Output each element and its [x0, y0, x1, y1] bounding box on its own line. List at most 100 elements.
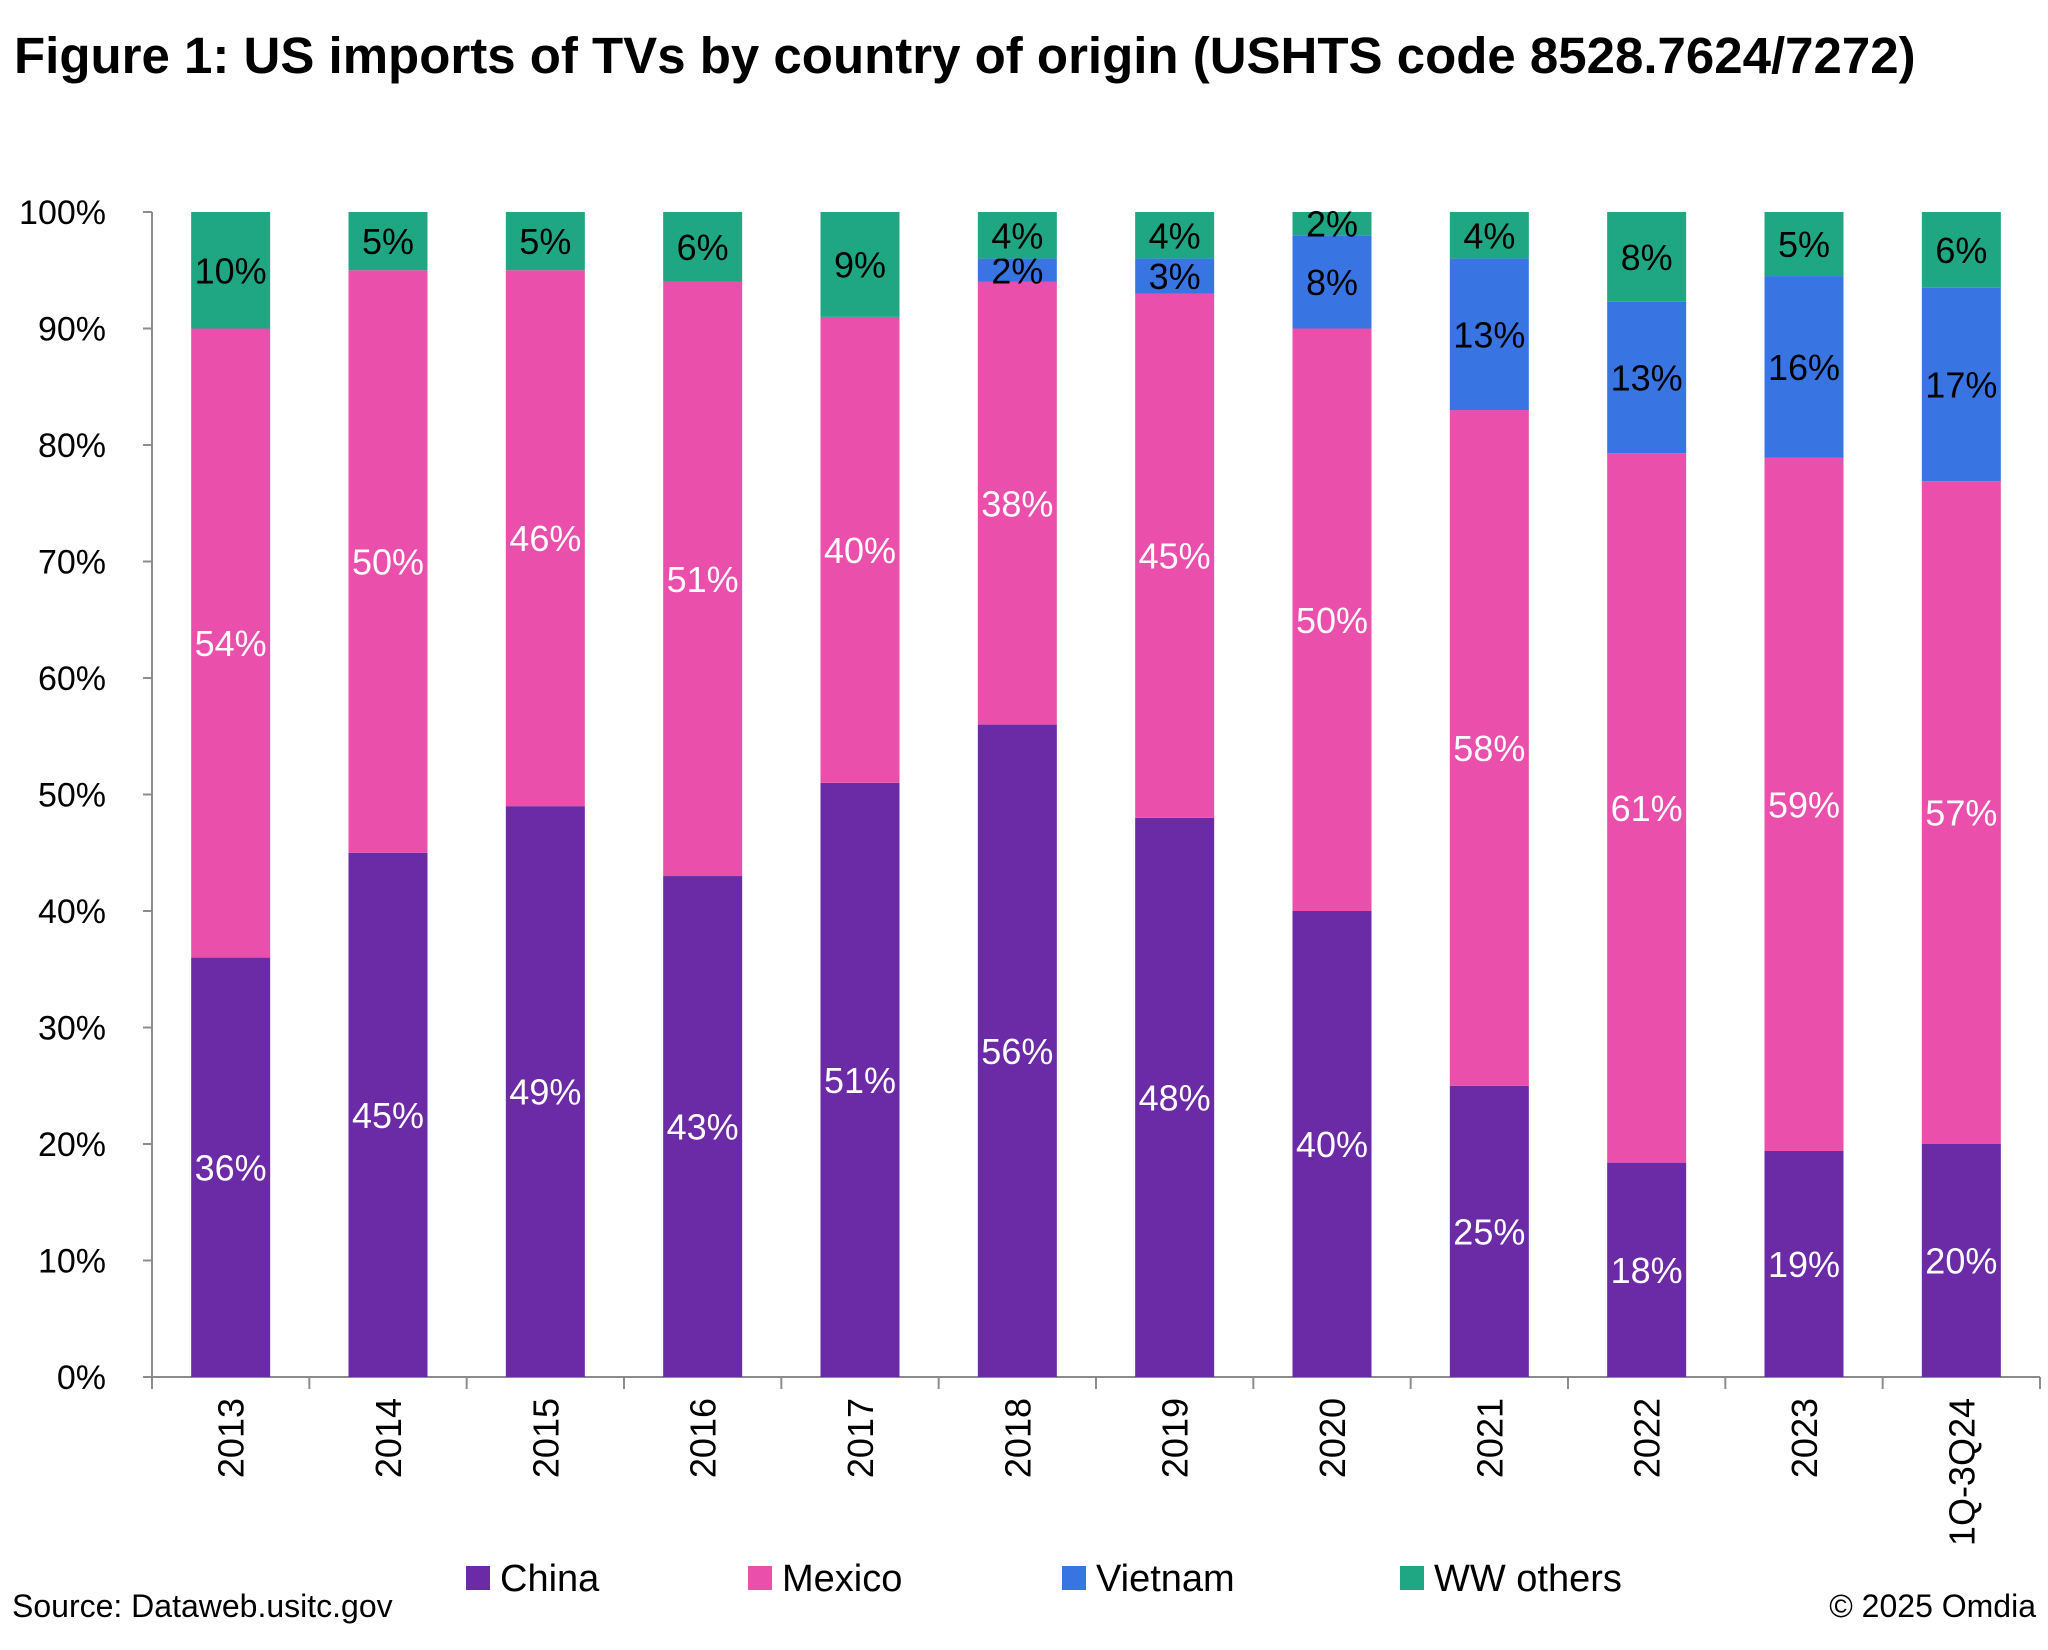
- legend-swatch-mexico: [748, 1566, 772, 1590]
- data-label-mexico-2017: 40%: [824, 530, 896, 571]
- data-label-vietnam-1q-3q24: 17%: [1925, 364, 1997, 405]
- legend-swatch-china: [466, 1566, 490, 1590]
- y-tick-label-9: 90%: [38, 311, 106, 349]
- bar-ww-others-2022: [1607, 212, 1687, 302]
- data-label-mexico-1q-3q24: 57%: [1925, 793, 1997, 834]
- legend-label-vietnam: Vietnam: [1096, 1558, 1235, 1600]
- x-tick-label-2018: 2018: [997, 1398, 1038, 1478]
- copyright-note: © 2025 Omdia: [1829, 1588, 2036, 1624]
- bar-vietnam-2018: [977, 258, 1057, 282]
- x-tick-label-2017: 2017: [840, 1398, 881, 1478]
- data-label-mexico-2021: 58%: [1453, 728, 1525, 769]
- data-label-mexico-2018: 38%: [981, 483, 1053, 524]
- bar-ww-others-2018: [977, 212, 1057, 259]
- x-tick-label-1q-3q24: 1Q-3Q24: [1941, 1398, 1982, 1546]
- bar-ww-others-1q-3q24: [1921, 212, 2001, 288]
- data-label-ww-others-2023: 5%: [1778, 224, 1830, 265]
- bar-china-2022: [1607, 1162, 1687, 1377]
- bar-mexico-2018: [977, 281, 1057, 725]
- legend-label-china: China: [500, 1558, 600, 1600]
- x-tick-label-2020: 2020: [1312, 1398, 1353, 1478]
- chart-title: Figure 1: US imports of TVs by country o…: [14, 27, 1916, 84]
- bar-china-2020: [1292, 911, 1372, 1377]
- data-label-ww-others-2017: 9%: [834, 244, 886, 285]
- data-label-mexico-2015: 46%: [509, 518, 581, 559]
- data-label-ww-others-2019: 4%: [1149, 215, 1201, 256]
- x-tick-label-2016: 2016: [683, 1398, 724, 1478]
- bar-ww-others-2019: [1135, 212, 1215, 259]
- x-tick-label-2015: 2015: [525, 1398, 566, 1478]
- data-label-vietnam-2022: 13%: [1611, 357, 1683, 398]
- data-label-ww-others-2018: 4%: [991, 215, 1043, 256]
- y-tick-label-4: 40%: [38, 893, 106, 931]
- bar-mexico-1q-3q24: [1921, 481, 2001, 1144]
- data-label-ww-others-1q-3q24: 6%: [1935, 230, 1987, 271]
- data-label-vietnam-2021: 13%: [1453, 314, 1525, 355]
- bar-ww-others-2023: [1764, 212, 1844, 277]
- data-label-mexico-2019: 45%: [1139, 536, 1211, 577]
- bar-vietnam-2021: [1449, 258, 1529, 411]
- bar-mexico-2014: [348, 270, 428, 853]
- data-label-china-2015: 49%: [509, 1072, 581, 1113]
- data-label-ww-others-2016: 6%: [677, 227, 729, 268]
- data-label-china-2017: 51%: [824, 1060, 896, 1101]
- bar-china-2019: [1135, 817, 1215, 1377]
- data-label-china-2019: 48%: [1139, 1077, 1211, 1118]
- data-label-china-2018: 56%: [981, 1031, 1053, 1072]
- data-label-china-2016: 43%: [667, 1107, 739, 1148]
- data-label-vietnam-2019: 3%: [1149, 256, 1201, 297]
- y-tick-label-6: 60%: [38, 660, 106, 698]
- data-label-mexico-2016: 51%: [667, 559, 739, 600]
- data-label-china-2020: 40%: [1296, 1124, 1368, 1165]
- bar-ww-others-2016: [663, 212, 743, 282]
- data-label-china-2014: 45%: [352, 1095, 424, 1136]
- bar-china-2018: [977, 724, 1057, 1377]
- bar-mexico-2019: [1135, 293, 1215, 818]
- x-tick-label-2019: 2019: [1155, 1398, 1196, 1478]
- bar-mexico-2023: [1764, 457, 1844, 1151]
- bar-mexico-2016: [663, 281, 743, 877]
- y-tick-label-7: 70%: [38, 544, 106, 582]
- data-label-mexico-2014: 50%: [352, 542, 424, 583]
- y-tick-label-1: 10%: [38, 1243, 106, 1281]
- x-tick-label-2021: 2021: [1469, 1398, 1510, 1478]
- bar-china-2017: [820, 782, 900, 1377]
- bar-ww-others-2021: [1449, 212, 1529, 259]
- legend-label-ww-others: WW others: [1434, 1558, 1622, 1600]
- bar-mexico-2021: [1449, 410, 1529, 1086]
- bar-vietnam-1q-3q24: [1921, 287, 2001, 482]
- bar-vietnam-2019: [1135, 258, 1215, 294]
- bar-china-2014: [348, 852, 428, 1377]
- bar-mexico-2020: [1292, 328, 1372, 911]
- bar-ww-others-2014: [348, 212, 428, 271]
- y-tick-label-8: 80%: [38, 427, 106, 465]
- legend-swatch-ww-others: [1400, 1566, 1424, 1590]
- legend: China Mexico Vietnam WW others: [466, 1558, 1622, 1600]
- data-label-mexico-2013: 54%: [195, 623, 267, 664]
- y-tick-label-0: 0%: [57, 1359, 106, 1397]
- data-label-ww-others-2022: 8%: [1621, 237, 1673, 278]
- bar-ww-others-2017: [820, 212, 900, 317]
- bar-vietnam-2020: [1292, 235, 1372, 329]
- y-tick-label-3: 30%: [38, 1010, 106, 1048]
- bar-china-2015: [505, 806, 585, 1377]
- legend-label-mexico: Mexico: [782, 1558, 902, 1600]
- data-label-china-2013: 36%: [195, 1147, 267, 1188]
- data-label-ww-others-2013: 10%: [195, 250, 267, 291]
- bar-china-2021: [1449, 1085, 1529, 1377]
- bar-china-2013: [191, 957, 271, 1377]
- data-label-mexico-2023: 59%: [1768, 784, 1840, 825]
- x-tick-label-2014: 2014: [368, 1398, 409, 1478]
- data-label-vietnam-2020: 8%: [1306, 262, 1358, 303]
- bar-mexico-2017: [820, 316, 900, 783]
- bar-china-2023: [1764, 1150, 1844, 1377]
- data-label-vietnam-2023: 16%: [1768, 347, 1840, 388]
- bar-ww-others-2013: [191, 212, 271, 329]
- data-label-ww-others-2014: 5%: [362, 221, 414, 262]
- bar-vietnam-2022: [1607, 301, 1687, 454]
- bar-china-2016: [663, 876, 743, 1377]
- bar-vietnam-2023: [1764, 276, 1844, 458]
- source-note: Source: Dataweb.usitc.gov: [12, 1588, 393, 1624]
- data-label-ww-others-2020: 2%: [1306, 204, 1358, 245]
